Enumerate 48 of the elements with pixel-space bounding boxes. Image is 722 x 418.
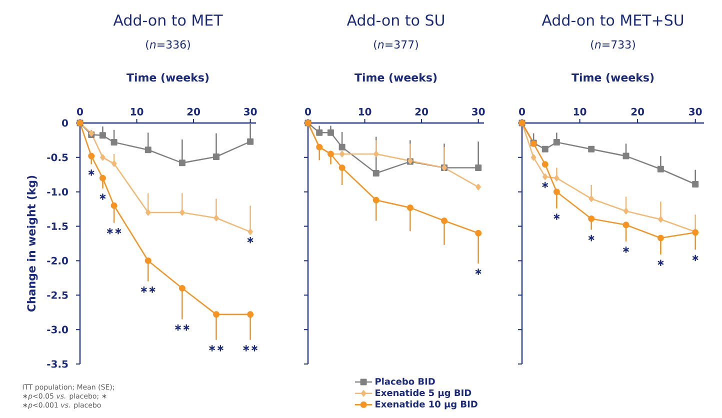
annotation: ∗ [658, 260, 664, 266]
chart-subtitle: (n=377) [374, 40, 418, 50]
x-tick-label: 0 [305, 108, 312, 116]
annotation: ∗ [623, 246, 630, 253]
chart-title: Add-on to SU [346, 14, 444, 26]
annotation: ∗∗ [106, 228, 122, 234]
x-tick-label: 30 [689, 108, 702, 116]
legend-label: Placebo BID [376, 378, 435, 385]
x-tick-label: 30 [244, 108, 257, 116]
chart-title: Add-on to MET+SU [542, 14, 684, 26]
y-tick-label: -2.0 [47, 256, 68, 264]
annotation: ∗ [692, 254, 698, 262]
annotation: ∗ [542, 182, 548, 188]
legend-label: Exenatide 5 µg BID [376, 389, 472, 398]
x-tick-label: 30 [472, 108, 485, 116]
annotation: ∗ [554, 214, 560, 220]
annotation: ∗∗ [209, 345, 224, 352]
annotation: ∗ [88, 170, 94, 176]
annotation: ∗ [100, 194, 106, 200]
y-tick-label: -3.0 [47, 326, 68, 334]
x-tick-label: 20 [187, 108, 200, 116]
y-tick-label: -1.0 [47, 188, 68, 196]
x-tick-label: 10 [130, 108, 144, 116]
annotation: ∗∗ [175, 324, 190, 331]
x-tick-label: 0 [519, 108, 526, 116]
x-axis-title: Time (weeks) [126, 73, 209, 83]
x-tick-label: 20 [415, 108, 428, 116]
chart-title: Add-on to MET [113, 14, 223, 26]
y-tick-label: 0 [62, 119, 68, 127]
annotation: ∗∗ [140, 286, 156, 293]
y-tick-label: -2.5 [47, 291, 68, 299]
x-tick-label: 0 [77, 108, 83, 116]
x-axis-title: Time (weeks) [572, 73, 654, 83]
chart-subtitle: (n=733) [591, 40, 635, 50]
x-axis-title: Time (weeks) [354, 73, 437, 83]
legend-label: Exenatide 10 µg BID [376, 400, 478, 410]
y-tick-label: -0.5 [47, 154, 68, 162]
annotation: ∗ [475, 268, 482, 275]
y-tick-label: -1.5 [47, 222, 68, 230]
annotation: ∗∗ [243, 345, 258, 352]
y-axis-title: Change in weight (kg) [27, 176, 38, 312]
chart-subtitle: (n=336) [146, 40, 190, 50]
x-tick-label: 10 [574, 108, 586, 116]
x-tick-label: 10 [358, 108, 372, 116]
x-tick-label: 20 [631, 108, 644, 116]
y-tick-label: -3.5 [47, 360, 68, 368]
annotation: ∗ [588, 234, 594, 242]
annotation: ∗ [247, 236, 254, 244]
